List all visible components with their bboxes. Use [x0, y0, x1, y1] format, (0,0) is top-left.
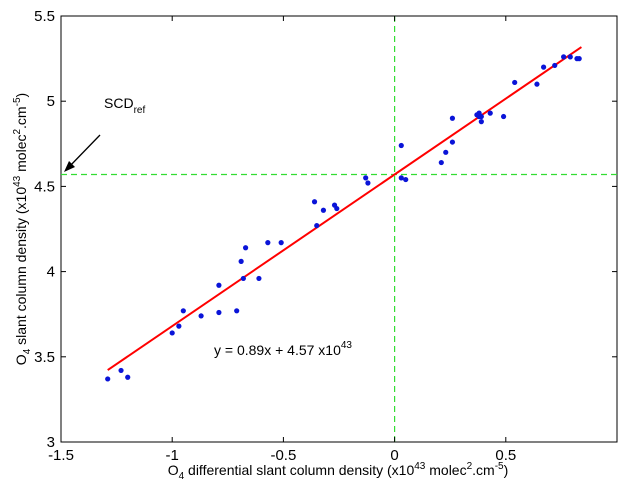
scd-ref-arrow-shaft	[67, 134, 101, 169]
data-point	[234, 308, 240, 314]
data-point	[125, 374, 131, 380]
scd-ref-label: SCDref	[104, 95, 145, 116]
data-point	[438, 159, 444, 166]
y-tick-label: 4.5	[34, 178, 55, 195]
data-point	[449, 115, 456, 121]
data-point	[169, 330, 175, 336]
data-point	[534, 81, 540, 87]
x-label-exp3: -5	[495, 461, 504, 472]
y-tick-label: 5	[47, 93, 55, 110]
y-label-main: slant column density (x10	[13, 187, 29, 349]
y-label-suffix: )	[13, 93, 29, 98]
data-point	[561, 54, 567, 60]
data-point	[105, 376, 111, 382]
y-axis-label: O4 slant column density (x1043 molec2.cm…	[12, 93, 33, 365]
data-point	[403, 176, 409, 183]
fit-equation-exponent: 43	[341, 340, 353, 351]
x-tick-label: -0.5	[270, 447, 296, 464]
y-label-prefix: O	[13, 354, 29, 365]
scd-ref-arrow-head	[64, 161, 75, 172]
x-label-suffix: )	[504, 462, 509, 478]
data-points	[105, 54, 582, 382]
data-point	[216, 309, 222, 316]
data-point	[238, 258, 244, 264]
data-point	[398, 175, 404, 181]
y-label-exp3: -5	[12, 97, 23, 106]
x-label-sub: 4	[179, 471, 185, 482]
scd-ref-text: SCD	[104, 95, 134, 111]
data-point	[552, 62, 558, 69]
x-tick-label: -1	[166, 447, 179, 464]
data-point	[242, 245, 249, 251]
y-tick-label: 5.5	[34, 8, 55, 25]
scd-ref-subscript: ref	[134, 105, 146, 116]
data-point	[240, 275, 246, 282]
data-point	[278, 240, 284, 246]
data-point	[541, 64, 547, 70]
data-point	[176, 323, 182, 329]
fit-equation-text: y = 0.89x + 4.57 x10	[214, 342, 341, 358]
data-point	[363, 175, 369, 181]
data-point	[512, 79, 518, 86]
y-label-unit2: .cm	[13, 106, 29, 129]
data-point	[365, 180, 371, 186]
data-point	[198, 313, 204, 319]
data-point	[334, 205, 340, 212]
fit-line	[107, 46, 582, 371]
x-tick-label: 0.5	[495, 447, 516, 464]
y-tick-label: 3	[47, 434, 55, 451]
data-point	[314, 222, 320, 229]
x-label-unit1: molec	[425, 462, 466, 478]
data-point	[487, 110, 493, 116]
data-point	[118, 367, 124, 374]
data-point	[398, 142, 404, 149]
y-label-exp: 43	[12, 175, 23, 187]
y-label-sub: 4	[22, 348, 33, 354]
x-label-main: differential slant column density (x10	[184, 462, 414, 478]
y-axis-ticks: 3 3.5 4 4.5 5 5.5	[34, 8, 617, 451]
x-axis-label: O4 differential slant column density (x1…	[168, 461, 509, 482]
y-label-unit1: molec	[13, 135, 29, 176]
data-point	[180, 308, 186, 314]
data-point	[256, 275, 262, 282]
data-point	[567, 54, 573, 60]
fit-equation: y = 0.89x + 4.57 x1043	[214, 340, 352, 358]
y-tick-label: 3.5	[34, 349, 55, 366]
data-point	[500, 113, 507, 120]
x-label-unit2: .cm	[472, 462, 495, 478]
x-label-prefix: O	[168, 462, 179, 478]
x-tick-label: 0	[390, 447, 398, 464]
data-point	[320, 207, 327, 213]
data-point	[311, 199, 318, 205]
x-label-exp2: 2	[467, 461, 473, 472]
data-point	[449, 139, 456, 145]
data-point	[478, 113, 484, 120]
data-point	[478, 119, 484, 125]
y-label-exp2: 2	[12, 129, 23, 135]
data-point	[216, 282, 222, 288]
data-point	[576, 56, 582, 62]
data-point	[443, 149, 449, 155]
data-point	[265, 240, 271, 246]
x-label-exp: 43	[414, 461, 426, 472]
x-axis-ticks: -1.5 -1 -0.5 0 0.5	[48, 16, 516, 464]
y-tick-label: 4	[47, 264, 55, 281]
x-tick-label: -1.5	[48, 447, 74, 464]
